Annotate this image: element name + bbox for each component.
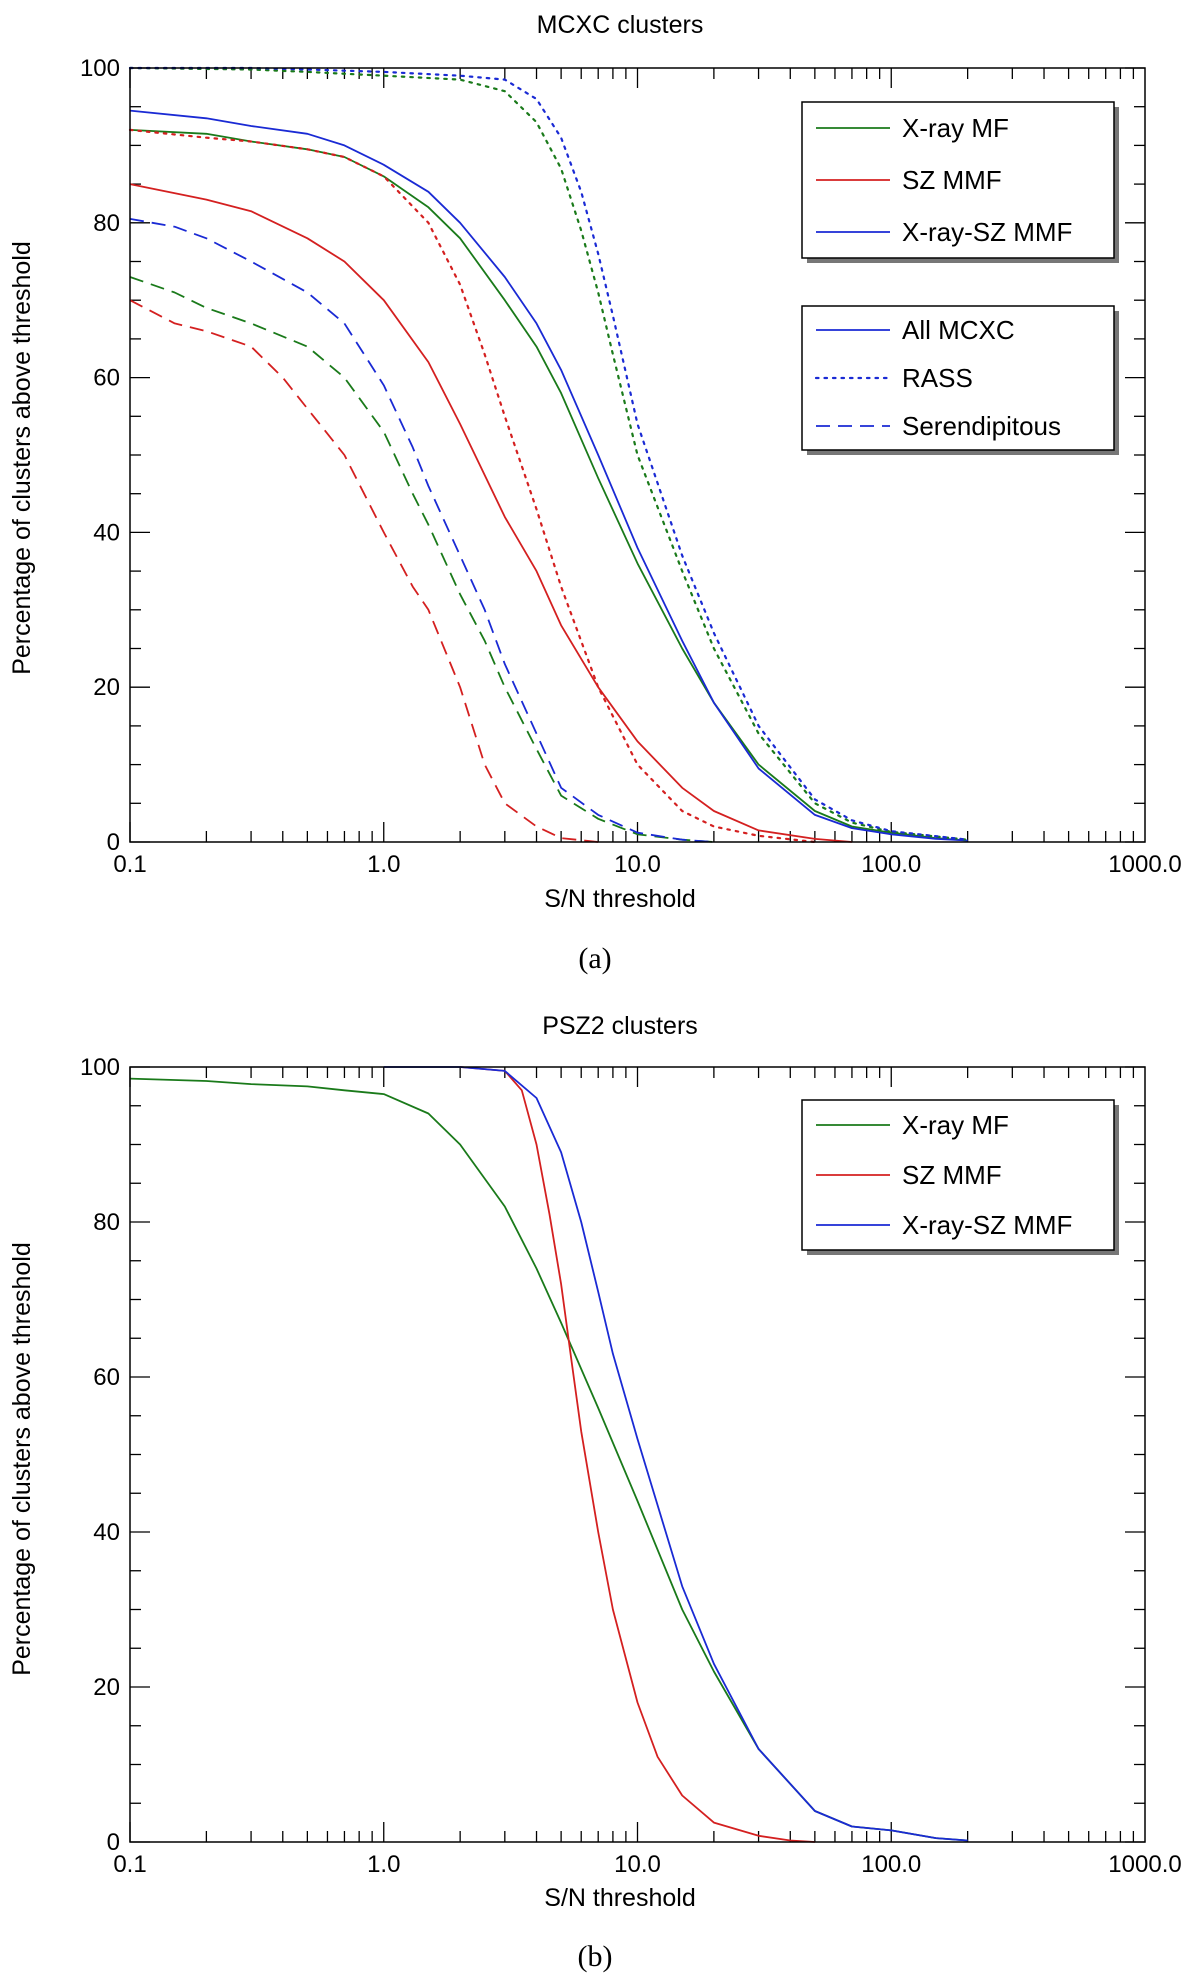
series-line bbox=[129, 183, 852, 843]
y-tick-label: 20 bbox=[93, 1674, 120, 1701]
x-axis-label: S/N threshold bbox=[544, 1884, 695, 1912]
y-axis-label: Percentage of clusters above threshold bbox=[8, 241, 36, 675]
legend-label: Serendipitous bbox=[902, 411, 1061, 441]
y-tick-label: 100 bbox=[80, 1054, 120, 1081]
series-line bbox=[129, 276, 714, 843]
panel-caption: (a) bbox=[578, 942, 611, 975]
legend-label: SZ MMF bbox=[902, 165, 1002, 195]
legend-box: X-ray MF SZ MMF X-ray-SZ MMF bbox=[801, 101, 1119, 263]
series-line bbox=[128, 66, 969, 841]
legend-label: X-ray-SZ MMF bbox=[902, 1210, 1072, 1240]
y-tick-label: 0 bbox=[107, 1829, 120, 1856]
series-line bbox=[383, 1066, 968, 1842]
y-tick-label: 40 bbox=[93, 519, 120, 546]
chart-title: PSZ2 clusters bbox=[542, 1012, 698, 1040]
plot-frame bbox=[129, 1066, 1146, 1843]
x-tick-label: 100.0 bbox=[861, 851, 921, 878]
tick-label-layer: 0.1 1.0 10.0 100.0 1000.0 0 20 40 60 80 100 bbox=[80, 55, 1182, 878]
legend-layer: X-ray MF SZ MMF X-ray-SZ MMF bbox=[801, 1099, 1119, 1255]
legend-label: X-ray MF bbox=[902, 1110, 1009, 1140]
series-line bbox=[128, 128, 817, 844]
series-line bbox=[128, 66, 969, 841]
x-tick-label: 10.0 bbox=[614, 851, 661, 878]
legend-label: RASS bbox=[902, 363, 973, 393]
legend-box: All MCXC RASS Serendipitous bbox=[801, 305, 1119, 455]
x-tick-label: 1.0 bbox=[367, 1851, 400, 1878]
y-tick-label: 80 bbox=[93, 1209, 120, 1236]
chart-title: MCXC clusters bbox=[537, 11, 704, 39]
legend-label: X-ray-SZ MMF bbox=[902, 217, 1072, 247]
x-axis-label: S/N threshold bbox=[544, 885, 695, 913]
panel-mcxc: MCXC clusters Percentage of clusters abo… bbox=[8, 11, 1182, 975]
legend-layer: X-ray MF SZ MMF X-ray-SZ MMF All MCXC RASS Se… bbox=[801, 101, 1119, 455]
plot-frame bbox=[129, 67, 1146, 843]
x-tick-label: 0.1 bbox=[113, 851, 146, 878]
x-tick-label: 1000.0 bbox=[1108, 1851, 1181, 1878]
y-tick-label: 80 bbox=[93, 210, 120, 237]
series-layer bbox=[129, 1066, 968, 1843]
y-tick-label: 40 bbox=[93, 1519, 120, 1546]
y-tick-label: 20 bbox=[93, 674, 120, 701]
x-tick-label: 1.0 bbox=[367, 851, 400, 878]
tick-label-layer: 0.1 1.0 10.0 100.0 1000.0 0 20 40 60 80 100 bbox=[80, 1054, 1182, 1878]
x-tick-label: 100.0 bbox=[861, 1851, 921, 1878]
series-line bbox=[129, 109, 968, 842]
panel-caption: (b) bbox=[578, 1940, 613, 1973]
y-tick-label: 60 bbox=[93, 1364, 120, 1391]
legend-label: SZ MMF bbox=[902, 1160, 1002, 1190]
legend-box: X-ray MF SZ MMF X-ray-SZ MMF bbox=[801, 1099, 1119, 1255]
y-tick-label: 100 bbox=[80, 55, 120, 82]
series-line bbox=[129, 129, 968, 842]
series-line bbox=[129, 218, 714, 843]
series-line bbox=[460, 1066, 815, 1843]
series-layer bbox=[128, 66, 969, 844]
series-line bbox=[129, 299, 599, 843]
y-axis-label: Percentage of clusters above threshold bbox=[8, 1242, 36, 1676]
x-tick-label: 10.0 bbox=[614, 1851, 661, 1878]
panel-psz2: PSZ2 clusters Percentage of clusters abo… bbox=[8, 1012, 1182, 1973]
y-tick-label: 0 bbox=[107, 829, 120, 856]
legend-label: All MCXC bbox=[902, 315, 1015, 345]
x-tick-label: 0.1 bbox=[113, 1851, 146, 1878]
legend-label: X-ray MF bbox=[902, 113, 1009, 143]
y-tick-label: 60 bbox=[93, 365, 120, 392]
x-tick-label: 1000.0 bbox=[1108, 851, 1181, 878]
